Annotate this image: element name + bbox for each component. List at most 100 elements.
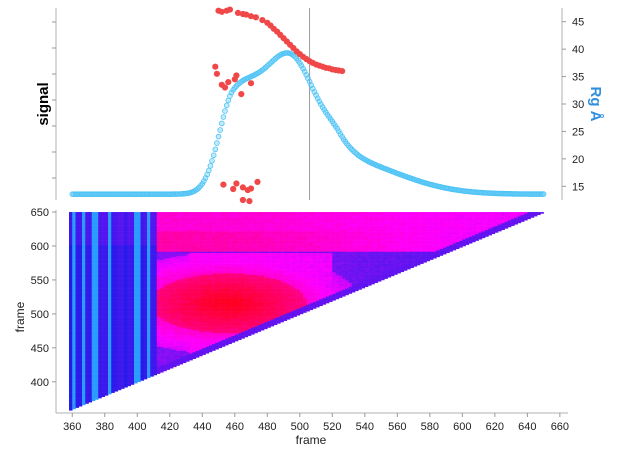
heatmap-cell: [117, 361, 122, 364]
heatmap-cell: [121, 294, 125, 297]
heatmap-cell: [95, 366, 99, 369]
heatmap-cell: [75, 231, 80, 233]
heatmap-cell: [114, 228, 119, 230]
heatmap-cell: [101, 387, 106, 389]
heatmap-cell: [130, 377, 135, 380]
heatmap-cell: [108, 331, 112, 334]
heatmap-cell: [82, 218, 86, 221]
heatmap-cell: [117, 372, 122, 374]
heatmap-cell: [85, 262, 89, 264]
heatmap-cell: [82, 241, 86, 244]
heatmap-cell: [134, 327, 138, 330]
heatmap-cell: [78, 395, 83, 398]
heatmap-cell: [72, 349, 76, 351]
heatmap-cell: [104, 286, 109, 289]
heatmap-cell: [101, 357, 106, 359]
heatmap-cell: [121, 373, 125, 376]
heatmap-cell: [117, 256, 122, 259]
heatmap-cell: [75, 220, 80, 222]
heatmap-cell: [78, 252, 83, 255]
heatmap-cell: [75, 346, 80, 349]
heatmap-cell: [117, 271, 122, 274]
heatmap-cell: [82, 255, 86, 258]
heatmap-cell: [114, 275, 119, 278]
heatmap-cell: [114, 316, 119, 319]
heatmap-cell: [88, 250, 93, 252]
heatmap-cell: [130, 292, 135, 294]
heatmap-cell: [121, 289, 125, 292]
heatmap-cell: [101, 366, 106, 369]
heatmap-cell: [88, 339, 93, 342]
heatmap-cell: [91, 313, 96, 316]
heatmap-cell: [134, 373, 138, 376]
heatmap-cell: [88, 259, 93, 262]
heatmap-cell: [88, 303, 93, 305]
heatmap-cell: [91, 271, 96, 274]
heatmap-cell: [108, 256, 112, 259]
heatmap-cell: [95, 320, 99, 323]
heatmap-cell: [69, 281, 73, 283]
heatmap-cell: [108, 376, 112, 378]
heatmap-cell: [95, 373, 99, 376]
rg-point: [234, 9, 242, 16]
heatmap-cell: [88, 292, 93, 294]
heatmap-cell: [85, 385, 89, 388]
heatmap-cell: [104, 294, 109, 297]
heatmap-cell: [88, 290, 93, 293]
heatmap-cell: [72, 241, 76, 244]
heatmap-cell: [88, 351, 93, 354]
heatmap-cell: [69, 252, 73, 255]
heatmap-cell: [85, 267, 89, 270]
heatmap-cell: [78, 400, 83, 403]
heatmap-cell: [127, 279, 132, 282]
heatmap-cell: [117, 358, 122, 361]
heatmap-cell: [104, 297, 109, 300]
heatmap-cell: [91, 297, 96, 300]
heatmap-cell: [104, 266, 109, 269]
heatmap-cell: [85, 285, 89, 288]
heatmap-cell: [101, 284, 106, 286]
heatmap-cell: [82, 366, 86, 369]
heatmap-cell: [117, 319, 122, 321]
heatmap-cell: [98, 361, 102, 364]
heatmap-cell: [82, 384, 86, 387]
heatmap-cell: [91, 330, 96, 332]
heatmap-cell: [130, 282, 135, 285]
heatmap-cell: [104, 354, 109, 357]
heatmap-cell: [75, 264, 80, 267]
heatmap-cell: [88, 319, 93, 321]
heatmap-cell: [85, 380, 89, 383]
heatmap-cell: [78, 303, 83, 305]
heatmap-cell: [78, 393, 83, 396]
heatmap-cell: [91, 393, 96, 396]
heatmap-cell: [98, 304, 102, 307]
heatmap-cell: [98, 331, 102, 334]
heatmap-cell: [91, 383, 96, 385]
heatmap-cell: [75, 307, 80, 309]
heatmap-cell: [88, 373, 93, 376]
heatmap-cell: [117, 305, 122, 308]
heatmap-cell: [108, 288, 112, 290]
heatmap-cell: [124, 345, 128, 347]
heatmap-cell: [108, 213, 112, 216]
heatmap-cell: [95, 228, 99, 230]
heatmap-cell: [85, 351, 89, 354]
heatmap-cell: [75, 235, 80, 237]
heatmap-cell: [95, 395, 99, 398]
heatmap-cell: [117, 245, 122, 248]
heatmap-cell: [95, 315, 99, 317]
heatmap-cell: [130, 309, 135, 312]
heatmap-cell: [82, 312, 86, 315]
heatmap-cell: [127, 370, 132, 373]
heatmap-cell: [130, 330, 135, 332]
heatmap-cell: [121, 239, 125, 241]
heatmap-cell: [72, 374, 76, 377]
heatmap-cell: [104, 298, 109, 301]
heatmap-cell: [72, 270, 76, 273]
heatmap-cell: [95, 225, 99, 228]
heatmap-cell: [127, 294, 132, 297]
heatmap-cell: [121, 387, 125, 389]
heatmap-cell: [114, 226, 119, 229]
heatmap-cell: [124, 239, 128, 241]
heatmap-cell: [111, 323, 115, 326]
